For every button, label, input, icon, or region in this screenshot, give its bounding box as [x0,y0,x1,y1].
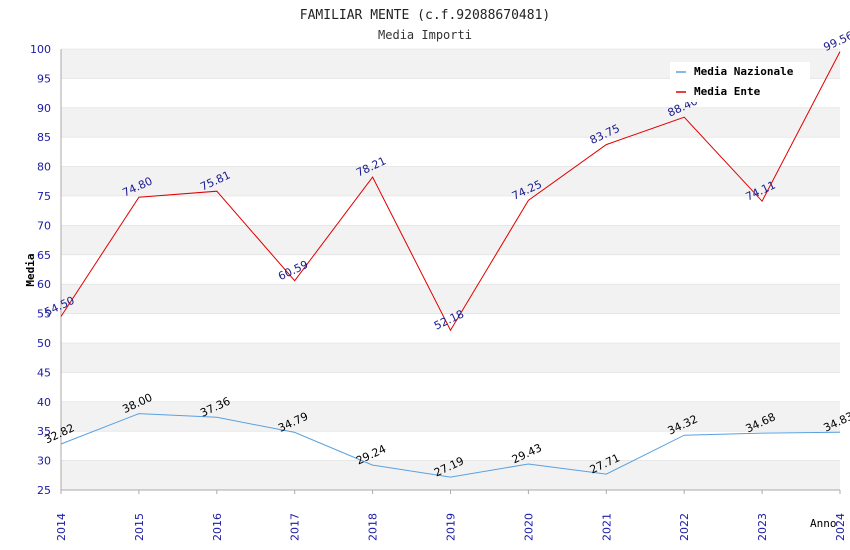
y-tick-label: 100 [30,43,51,56]
grid-band [61,431,840,461]
y-tick-label: 80 [37,161,51,174]
y-tick-label: 90 [37,102,51,115]
legend-label-ente: Media Ente [694,85,761,98]
y-tick-label: 30 [37,455,51,468]
y-tick-label: 60 [37,278,51,291]
grid-band [61,137,840,167]
grid-band [61,372,840,402]
series-line-media-ente [60,51,841,332]
x-tick-label: 2023 [756,513,769,541]
grid-band [61,343,840,373]
x-tick-label: 2020 [522,513,535,541]
y-tick-label: 50 [37,337,51,350]
x-tick-labels: 2014 2015 2016 2017 2018 2019 2020 2021 2022 2023… [55,490,847,541]
x-tick-label: 2022 [678,513,691,541]
y-tick-labels: 25 30 35 40 45 50 55 60 65 70 75 80 85 90 95 100 [30,43,51,497]
y-axis-title: Media [24,253,37,286]
x-tick-label: 2014 [55,513,68,541]
y-tick-label: 65 [37,249,51,262]
y-tick-label: 45 [37,366,51,379]
x-tick-label: 2019 [445,513,458,541]
grid-band [61,107,840,138]
y-tick-label: 75 [37,190,51,203]
grid-band [61,313,840,343]
grid-bands [61,48,840,491]
y-tick-label: 25 [37,484,51,497]
y-tick-label: 40 [37,396,51,409]
legend-background [670,62,810,102]
x-tick-label: 2018 [367,513,380,541]
y-tick-label: 95 [37,72,51,85]
grid-band [61,196,840,226]
chart-title: FAMILIAR MENTE (c.f.92088670481) [300,8,550,23]
series-line-media-nazionale [60,413,841,478]
legend-label-nazionale: Media Nazionale [694,65,794,78]
grid-band [61,225,840,255]
y-tick-label: 35 [37,425,51,438]
grid-band [61,401,840,432]
x-axis-title: Anno [810,517,837,530]
y-tick-label: 70 [37,219,51,232]
chart-subtitle: Media Importi [378,28,472,42]
grid-band [61,460,840,490]
x-tick-label: 2015 [133,513,146,541]
y-tick-label: 55 [37,308,51,321]
grid-band [61,284,840,314]
x-tick-label: 2024 [834,513,847,541]
legend: Media Nazionale Media Ente [670,62,810,102]
x-tick-label: 2016 [211,513,224,541]
y-tick-label: 85 [37,131,51,144]
x-tick-label: 2021 [600,513,613,541]
grid-band [61,166,840,196]
x-tick-label: 2017 [289,513,302,541]
grid-band [61,254,840,285]
series-lines [60,51,841,478]
